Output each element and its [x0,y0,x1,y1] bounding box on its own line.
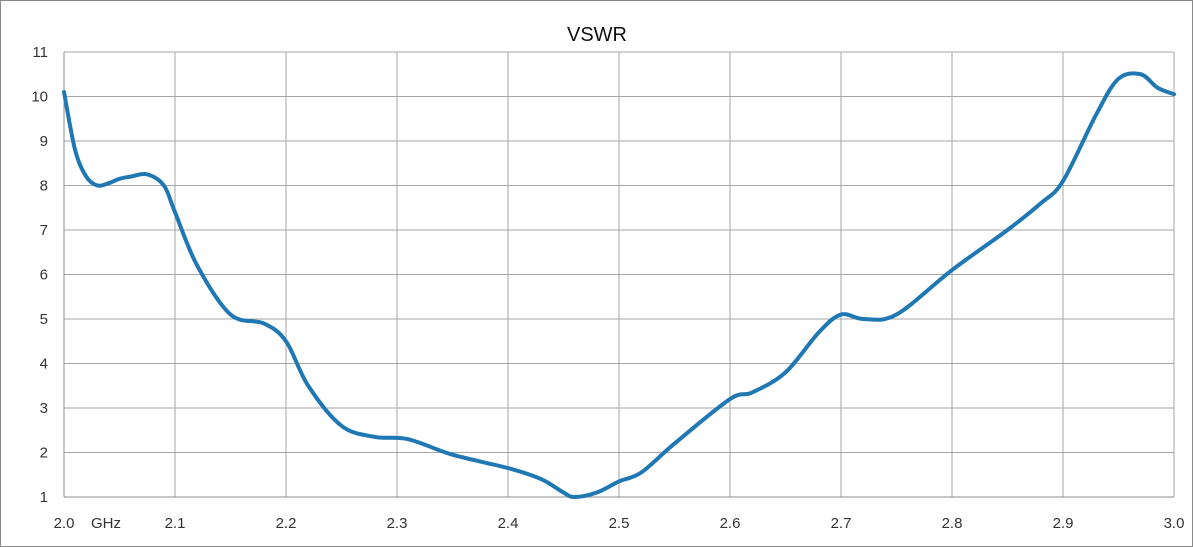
x-tick-label: 2.7 [831,515,852,532]
x-tick-label: 2.3 [387,515,408,532]
y-tick-label: 6 [40,267,48,284]
y-tick-label: 10 [31,89,48,106]
chart-title: VSWR [567,24,627,46]
tick-label-layer: 2.0 2.1 2.2 2.3 2.4 2.5 2.6 2.7 2.8 2.9 3.0 1 2 3 4 5 6 7… [31,44,1184,532]
x-tick-label: 2.6 [720,515,741,532]
x-tick-label: 2.4 [498,515,519,532]
series-layer [62,71,1176,499]
y-tick-label: 7 [40,222,48,239]
vswr-series-line [62,71,1176,499]
x-tick-label: 2.0 [54,515,75,532]
y-tick-label: 2 [40,445,48,462]
y-tick-label: 1 [40,489,48,506]
x-tick-label: 2.1 [165,515,186,532]
x-tick-label: 2.5 [609,515,630,532]
axis-layer [63,52,1174,498]
y-tick-label: 5 [40,311,48,328]
y-tick-label: 11 [32,44,48,61]
x-tick-label: 2.2 [276,515,297,532]
x-tick-label: 2.9 [1053,515,1074,532]
x-unit-label: GHz [91,515,121,532]
y-tick-label: 9 [40,133,48,150]
y-tick-label: 3 [40,400,48,417]
x-tick-label: 2.8 [942,515,963,532]
x-tick-label: 3.0 [1164,515,1185,532]
y-tick-label: 4 [40,356,48,373]
y-tick-label: 8 [40,178,48,195]
grid-layer [63,51,1175,498]
